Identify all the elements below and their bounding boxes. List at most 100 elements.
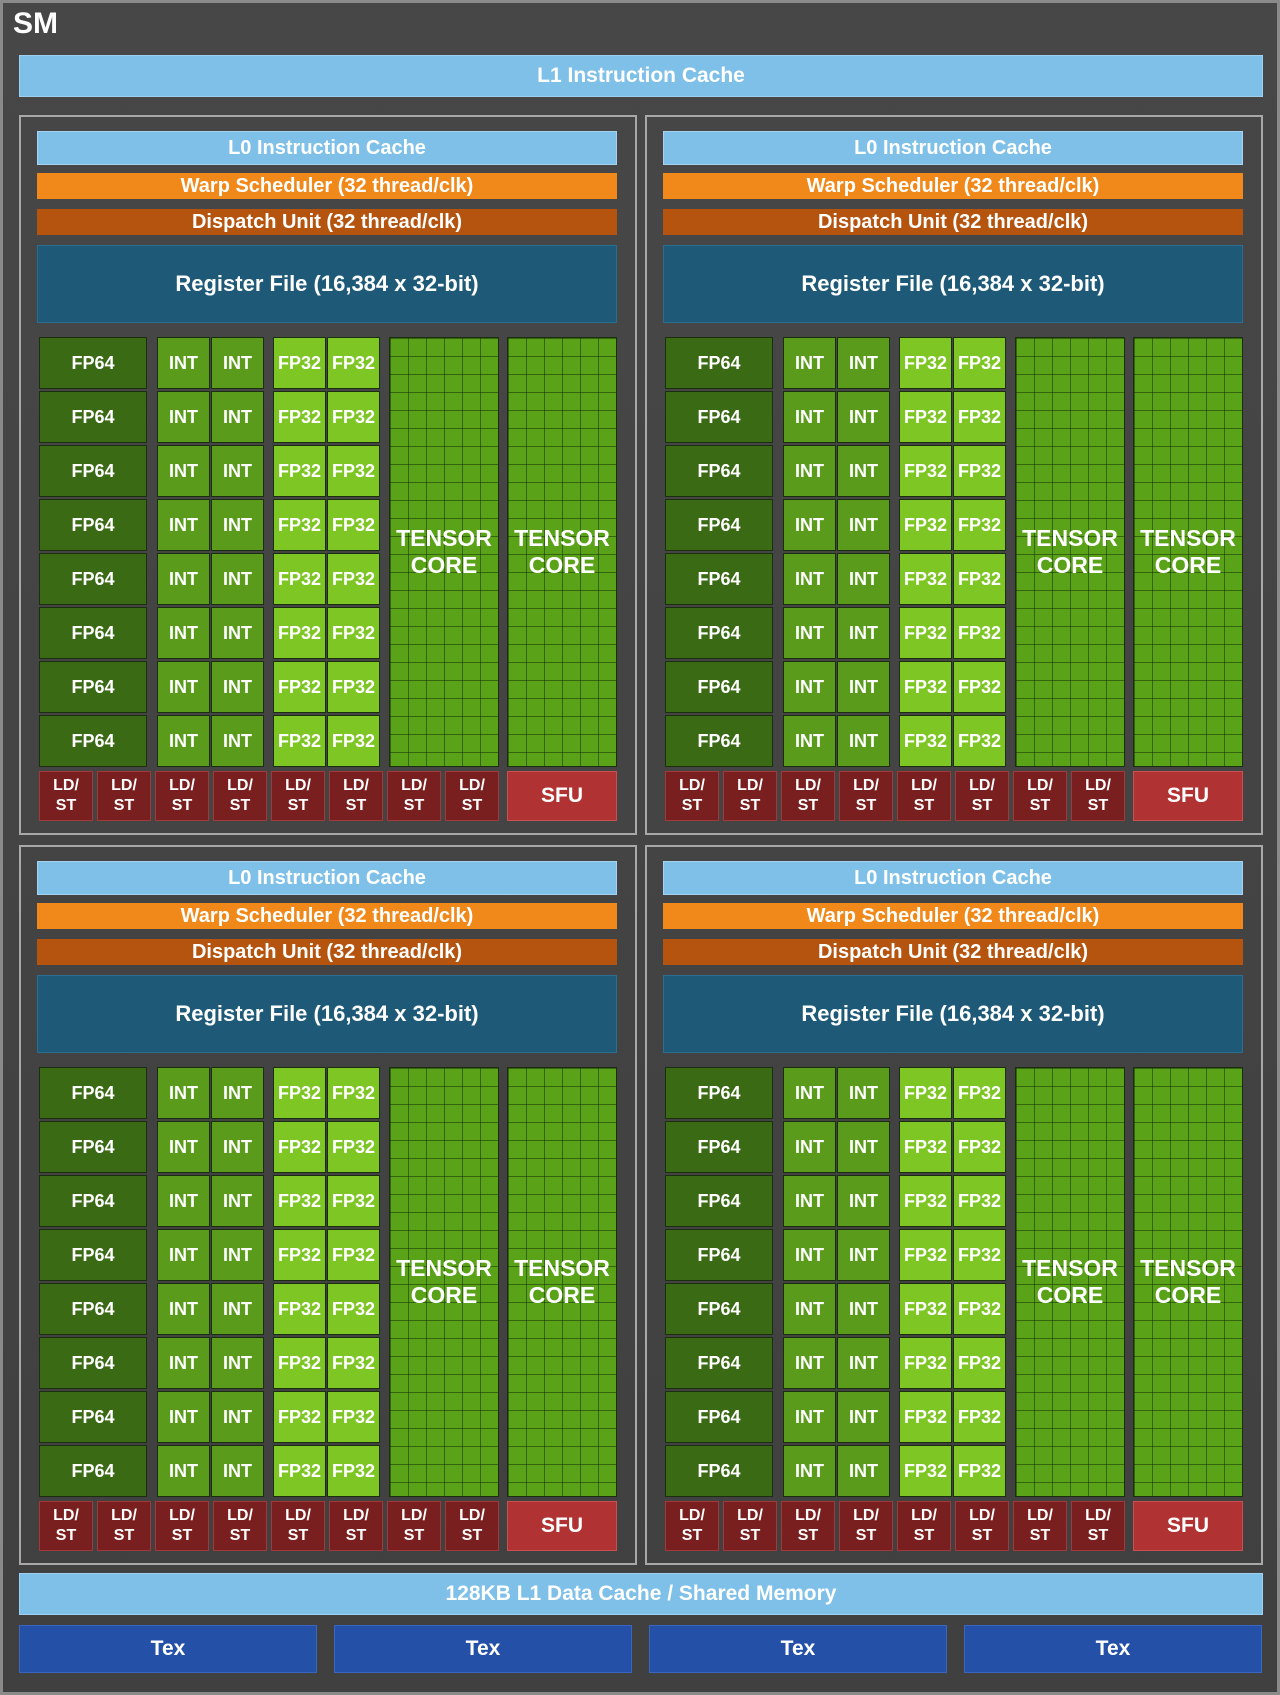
tensor-core-label: CORE bbox=[410, 1282, 478, 1308]
l0-instruction-cache: L0 Instruction Cache bbox=[37, 861, 617, 895]
fp32-unit: FP32 bbox=[327, 1445, 380, 1497]
fp32-unit: FP32 bbox=[327, 337, 380, 389]
fp64-unit: FP64 bbox=[39, 499, 147, 551]
fp32-unit: FP32 bbox=[899, 1067, 952, 1119]
int-unit: INT bbox=[837, 553, 890, 605]
processing-block: L0 Instruction Cache Warp Scheduler (32 t… bbox=[19, 115, 637, 835]
fp64-unit: FP64 bbox=[665, 337, 773, 389]
fp32-unit: FP32 bbox=[953, 391, 1006, 443]
ldst-label: LD/ bbox=[227, 777, 253, 794]
dispatch-unit: Dispatch Unit (32 thread/clk) bbox=[37, 939, 617, 965]
ldst-label: ST bbox=[287, 1527, 309, 1544]
warp-scheduler: Warp Scheduler (32 thread/clk) bbox=[37, 903, 617, 929]
fp64-unit: FP64 bbox=[665, 445, 773, 497]
dispatch-unit: Dispatch Unit (32 thread/clk) bbox=[663, 209, 1243, 235]
fp64-unit: FP64 bbox=[665, 1283, 773, 1335]
fp32-unit: FP32 bbox=[953, 607, 1006, 659]
ldst-label: ST bbox=[1029, 1527, 1051, 1544]
ldst-label: LD/ bbox=[1085, 1507, 1111, 1524]
int-unit: INT bbox=[837, 1445, 890, 1497]
fp64-unit: FP64 bbox=[39, 1067, 147, 1119]
ldst-label: LD/ bbox=[853, 1507, 879, 1524]
fp32-unit: FP32 bbox=[899, 1121, 952, 1173]
tensor-core-label: CORE bbox=[528, 552, 596, 578]
tensor-core-label: CORE bbox=[1154, 552, 1222, 578]
sfu-unit: SFU bbox=[1133, 771, 1243, 821]
int-unit: INT bbox=[157, 715, 210, 767]
tensor-core: TENSOR CORE bbox=[1015, 337, 1125, 767]
fp32-unit: FP32 bbox=[327, 607, 380, 659]
int-unit: INT bbox=[783, 661, 836, 713]
warp-scheduler: Warp Scheduler (32 thread/clk) bbox=[663, 173, 1243, 199]
fp64-unit: FP64 bbox=[665, 715, 773, 767]
ldst-unit: LD/ST bbox=[271, 1501, 325, 1551]
fp32-unit: FP32 bbox=[899, 1283, 952, 1335]
fp32-unit: FP32 bbox=[273, 1229, 326, 1281]
fp64-unit: FP64 bbox=[39, 607, 147, 659]
ldst-unit: LD/ST bbox=[1013, 771, 1067, 821]
int-unit: INT bbox=[837, 661, 890, 713]
fp32-unit: FP32 bbox=[273, 1067, 326, 1119]
ldst-label: LD/ bbox=[53, 1507, 79, 1524]
ldst-unit: LD/ST bbox=[723, 1501, 777, 1551]
tensor-core-label: TENSOR bbox=[396, 1255, 492, 1281]
tensor-core: TENSOR CORE bbox=[389, 337, 499, 767]
fp64-unit: FP64 bbox=[39, 1445, 147, 1497]
int-unit: INT bbox=[783, 1337, 836, 1389]
fp32-unit: FP32 bbox=[327, 1229, 380, 1281]
ldst-unit: LD/ST bbox=[39, 771, 93, 821]
ldst-label: LD/ bbox=[1085, 777, 1111, 794]
fp32-unit: FP32 bbox=[327, 391, 380, 443]
fp64-unit: FP64 bbox=[665, 1067, 773, 1119]
fp32-unit: FP32 bbox=[953, 715, 1006, 767]
fp32-unit: FP32 bbox=[953, 1337, 1006, 1389]
int-unit: INT bbox=[783, 1445, 836, 1497]
int-unit: INT bbox=[157, 1445, 210, 1497]
fp32-unit: FP32 bbox=[899, 445, 952, 497]
ldst-label: ST bbox=[739, 1527, 761, 1544]
int-unit: INT bbox=[783, 553, 836, 605]
int-unit: INT bbox=[783, 1067, 836, 1119]
ldst-unit: LD/ST bbox=[1071, 1501, 1125, 1551]
tensor-core-label: TENSOR bbox=[1022, 525, 1118, 551]
register-file: Register File (16,384 x 32-bit) bbox=[663, 245, 1243, 323]
int-unit: INT bbox=[211, 499, 264, 551]
fp32-unit: FP32 bbox=[953, 337, 1006, 389]
fp64-unit: FP64 bbox=[665, 1229, 773, 1281]
fp32-unit: FP32 bbox=[273, 553, 326, 605]
l0-instruction-cache: L0 Instruction Cache bbox=[37, 131, 617, 165]
fp32-unit: FP32 bbox=[953, 661, 1006, 713]
ldst-unit: LD/ST bbox=[839, 771, 893, 821]
int-unit: INT bbox=[157, 553, 210, 605]
ldst-label: ST bbox=[1087, 1527, 1109, 1544]
ldst-unit: LD/ST bbox=[213, 1501, 267, 1551]
register-file: Register File (16,384 x 32-bit) bbox=[37, 975, 617, 1053]
ldst-label: ST bbox=[113, 797, 135, 814]
dispatch-unit: Dispatch Unit (32 thread/clk) bbox=[37, 209, 617, 235]
fp64-unit: FP64 bbox=[39, 391, 147, 443]
int-unit: INT bbox=[157, 1391, 210, 1443]
ldst-label: ST bbox=[797, 797, 819, 814]
fp32-unit: FP32 bbox=[953, 1445, 1006, 1497]
ldst-label: ST bbox=[797, 1527, 819, 1544]
fp32-unit: FP32 bbox=[327, 1337, 380, 1389]
ldst-label: LD/ bbox=[969, 777, 995, 794]
fp32-unit: FP32 bbox=[899, 1445, 952, 1497]
int-unit: INT bbox=[837, 337, 890, 389]
ldst-label: LD/ bbox=[169, 1507, 195, 1524]
ldst-label: LD/ bbox=[111, 1507, 137, 1524]
fp64-unit: FP64 bbox=[39, 1337, 147, 1389]
ldst-label: ST bbox=[55, 1527, 77, 1544]
fp32-unit: FP32 bbox=[953, 445, 1006, 497]
tensor-core-label: CORE bbox=[528, 1282, 596, 1308]
int-unit: INT bbox=[837, 715, 890, 767]
ldst-label: ST bbox=[1087, 797, 1109, 814]
ldst-unit: LD/ST bbox=[39, 1501, 93, 1551]
ldst-label: LD/ bbox=[401, 1507, 427, 1524]
fp32-unit: FP32 bbox=[899, 607, 952, 659]
ldst-label: ST bbox=[971, 797, 993, 814]
int-unit: INT bbox=[837, 391, 890, 443]
ldst-label: LD/ bbox=[111, 777, 137, 794]
fp64-unit: FP64 bbox=[39, 715, 147, 767]
ldst-label: LD/ bbox=[285, 1507, 311, 1524]
